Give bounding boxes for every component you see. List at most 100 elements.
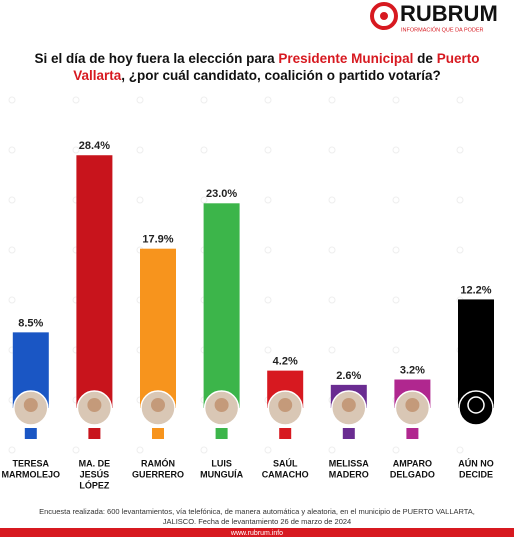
watermark [328,296,336,304]
photo-face [214,398,229,412]
watermark [72,96,80,104]
party-logo [88,428,101,439]
watermark [136,96,144,104]
party-logo [24,428,37,439]
watermark [392,146,400,154]
footer-note: Encuesta realizada: 600 levantamientos, … [39,507,475,516]
category-label: TERESA [13,458,50,468]
bar [76,155,113,408]
watermark [200,196,208,204]
watermark [456,96,464,104]
category-label: CAMACHO [262,469,309,479]
category-label: RAMÓN [141,457,175,468]
title-part: Presidente Municipal [278,51,413,66]
value-label: 3.2% [400,364,425,376]
watermark [72,146,80,154]
watermark [392,296,400,304]
category-label: SAÚL [273,457,298,468]
watermark [456,246,464,254]
party-logo [152,428,164,439]
title-part: Si el día de hoy fuera la elección para [35,51,279,66]
watermark [264,96,272,104]
watermark [456,446,464,454]
candidate-photo [458,390,494,426]
bar [140,248,176,408]
title-part: de [413,51,436,66]
value-label: 8.5% [18,317,43,329]
watermark [8,146,16,154]
bar [458,299,494,408]
watermark [264,446,272,454]
watermark [392,196,400,204]
title-part: , ¿por cuál candidato, coalición o parti… [121,68,441,83]
category-label: AMPARO [393,458,432,468]
bar [203,203,240,408]
watermark [200,446,208,454]
category-label: LUIS [211,458,232,468]
category-label: DECIDE [459,469,493,479]
photo-face [341,398,356,412]
category-label: LÓPEZ [79,479,110,490]
category-label: MELISSA [329,458,370,468]
watermark [328,346,336,354]
category-label: MA. DE [79,458,111,468]
logo-ring [370,2,398,30]
brand-tagline: INFORMACIÓN QUE DA PODER [401,26,484,33]
watermark [392,446,400,454]
category-label: MUNGUÍA [200,469,243,479]
watermark [392,246,400,254]
watermark [328,446,336,454]
value-label: 12.2% [460,284,491,296]
brand-name: RUBRUM [400,1,498,26]
category-label: JESÚS [80,468,110,479]
title-line: Vallarta, ¿por cuál candidato, coalición… [73,68,441,83]
watermark [8,96,16,104]
title-part: Vallarta [73,68,122,83]
watermark [8,196,16,204]
title: Si el día de hoy fuera la elección para … [35,51,480,83]
title-line: Si el día de hoy fuera la elección para … [35,51,480,66]
watermark [328,196,336,204]
party-logo [342,428,355,439]
category-label: AÚN NO [458,457,494,468]
watermark [200,146,208,154]
watermark [264,296,272,304]
website: www.rubrum.info [230,530,283,537]
value-label: 28.4% [79,140,110,152]
watermark [264,246,272,254]
category-label: GUERRERO [132,469,184,479]
watermark [136,146,144,154]
watermark [456,196,464,204]
category-label: DELGADO [390,469,435,479]
photo-face [278,398,293,412]
watermark [8,446,16,454]
category-label: MARMOLEJO [2,469,61,479]
watermark [328,96,336,104]
value-label: 2.6% [336,370,361,382]
logo-dot [380,12,388,20]
watermark [392,96,400,104]
watermark [328,146,336,154]
photo-face [87,398,102,412]
watermark [328,246,336,254]
watermark [392,346,400,354]
unknown-icon [467,396,485,414]
photo-face [23,398,38,412]
party-logo [279,428,292,439]
watermark [8,246,16,254]
photo-face [405,398,420,412]
watermark [264,346,272,354]
watermark [136,446,144,454]
watermark [72,446,80,454]
watermark [136,196,144,204]
photo-face [151,398,165,412]
value-label: 23.0% [206,188,237,200]
party-logo [215,428,228,439]
value-label: 17.9% [142,234,173,246]
category-label: MADERO [329,469,369,479]
footer-note: JALISCO. Fecha de levantamiento 26 de ma… [163,517,351,526]
watermark [200,96,208,104]
watermark [264,146,272,154]
